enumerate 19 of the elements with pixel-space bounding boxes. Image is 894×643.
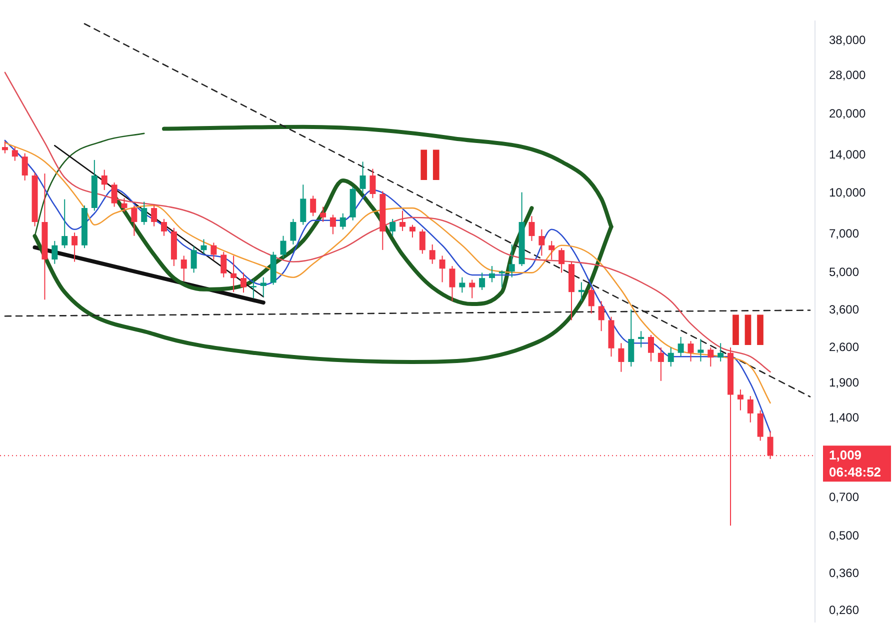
y-tick-label: 7,000 — [829, 226, 860, 241]
y-tick-label: 2,600 — [829, 340, 860, 354]
annotation: III — [730, 306, 766, 356]
y-tick-label: 14,000 — [829, 147, 866, 162]
y-tick-label: 0,260 — [829, 603, 860, 618]
y-tick-label: 10,000 — [829, 186, 866, 200]
annotation: II — [418, 141, 442, 190]
y-tick-label: 0,500 — [829, 528, 860, 542]
y-tick-label: 0,360 — [829, 566, 860, 580]
y-tick-label: 1,900 — [829, 376, 860, 390]
y-tick-label: 1,400 — [829, 410, 860, 425]
y-tick-label: 0,700 — [829, 490, 860, 504]
ref-line-label: 1,009 — [829, 447, 862, 462]
y-tick-label: 20,000 — [829, 106, 866, 120]
text: 06:48:52 — [829, 464, 882, 480]
y-tick-label: 28,000 — [829, 68, 866, 82]
y-tick-label: 38,000 — [829, 33, 866, 48]
y-tick-label: 5,000 — [829, 264, 860, 279]
y-tick-label: 3,600 — [829, 302, 860, 317]
